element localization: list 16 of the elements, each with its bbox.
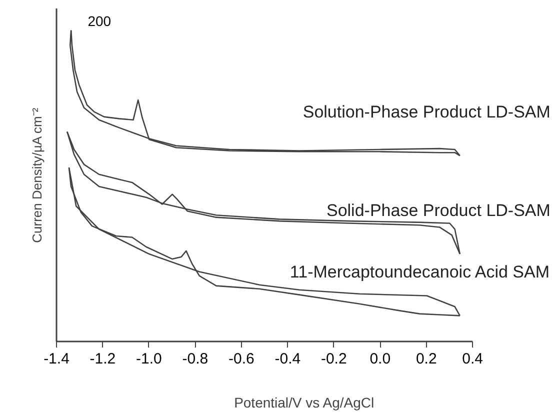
series-label: Solution-Phase Product LD-SAM <box>302 102 550 122</box>
series-label: Solid-Phase Product LD-SAM <box>326 200 550 220</box>
series-label: 11-Mercaptoundecanoic Acid SAM <box>290 262 550 282</box>
x-tick-label: -1.0 <box>136 350 162 368</box>
x-tick-label: -1.2 <box>90 350 116 368</box>
x-tick-label: 0.4 <box>462 350 484 368</box>
x-tick-label: -0.2 <box>320 350 347 368</box>
x-tick-label: 0.2 <box>416 350 437 368</box>
x-axis-title: Potential/V vs Ag/AgCl <box>234 394 374 410</box>
x-tick-label: -1.4 <box>44 350 70 368</box>
x-tick-label: -0.4 <box>274 350 301 368</box>
y-axis-title: Curren Density/µA cm⁻² <box>30 107 44 243</box>
x-tick-label: -0.6 <box>228 350 254 368</box>
text: 200 <box>88 12 112 29</box>
x-tick-label: 0.0 <box>370 350 391 368</box>
x-tick-label: -0.8 <box>182 350 208 368</box>
